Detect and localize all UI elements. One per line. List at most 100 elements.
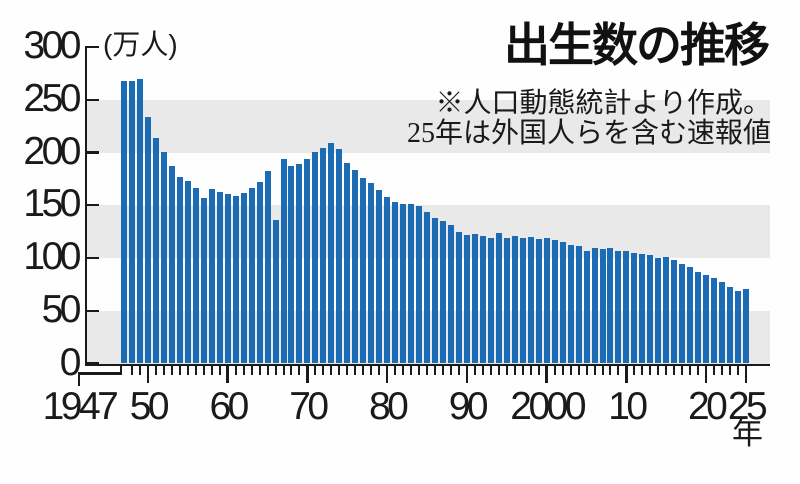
y-tick-label-100: 100 [23,234,81,278]
bar-1963 [248,188,255,364]
bar-1958 [208,189,215,364]
bar-2004 [575,246,582,364]
bar-1947 [121,80,127,364]
bar-1986 [432,217,439,364]
x-minor-tick-1974 [338,366,341,375]
x-minor-tick-1971 [314,366,317,375]
x-minor-tick-1977 [362,366,365,375]
x-minor-tick-1993 [489,366,492,375]
bar-1957 [200,198,207,364]
bar-1974 [336,149,343,364]
bar-1995 [503,238,510,364]
bar-2016 [671,260,678,364]
x-minor-tick-1975 [346,366,349,375]
x-minor-tick-1952 [162,366,165,375]
bar-1967 [280,159,287,364]
x-minor-tick-1991 [473,366,476,375]
bar-2015 [663,257,670,364]
x-minor-tick-1973 [330,366,333,375]
y-tick-100 [87,256,100,260]
x-major-tick-1980 [385,366,389,383]
x-major-tick-2020 [704,366,708,383]
bar-1991 [471,234,478,364]
x-minor-tick-2011 [633,366,636,375]
x-minor-tick-1967 [282,366,285,375]
bar-1979 [376,190,383,364]
bar-1978 [368,183,375,364]
bar-1982 [400,203,407,364]
x-minor-tick-1981 [394,366,397,375]
x-major-tick-1960 [226,366,229,383]
x-tick-label-25: 25 [727,385,768,428]
x-minor-tick-2021 [713,366,716,375]
x-minor-tick-2009 [617,366,620,375]
x-minor-tick-2017 [681,366,684,375]
bar-1996 [511,236,518,364]
y-tick-label-0: 0 [59,340,82,384]
x-major-tick-2000 [545,366,548,383]
y-axis-line [84,45,88,367]
x-tick-label-1947: 1947 [42,385,119,428]
bar-2020 [703,274,710,364]
x-minor-tick-1999 [537,366,540,375]
bar-2019 [695,272,702,364]
x-minor-tick-2001 [553,366,556,375]
x-minor-tick-2014 [657,366,660,375]
x-minor-tick-2003 [569,366,572,375]
x-minor-tick-1962 [242,366,245,375]
bar-2005 [583,251,590,364]
bar-1977 [360,178,367,364]
bar-1969 [296,164,303,364]
bar-2001 [551,239,558,364]
bar-2000 [543,237,550,364]
bar-1950 [144,116,151,364]
y-tick-150 [87,204,100,207]
x-minor-tick-1994 [497,366,500,375]
bar-1990 [463,234,470,364]
bar-1997 [519,237,526,364]
y-tick-0 [87,362,100,365]
x-minor-tick-2012 [641,366,644,375]
x-minor-tick-1989 [457,366,460,375]
bar-1960 [224,194,231,364]
x-tick-label-20: 20 [687,385,728,428]
bar-1970 [304,159,311,364]
bar-2022 [719,282,726,364]
x-axis-line [84,363,770,367]
bar-1959 [216,191,223,364]
x-minor-tick-1995 [505,366,508,375]
bar-1964 [256,182,263,364]
bar-1962 [240,192,247,364]
x-tick-label-90: 90 [448,385,489,428]
x-minor-tick-2019 [697,366,700,375]
bar-2017 [679,263,686,364]
bar-1949 [136,78,143,364]
bar-1956 [192,187,199,364]
y-tick-label-50: 50 [41,287,82,331]
x-minor-tick-1986 [434,366,437,375]
x-minor-tick-2006 [593,366,596,375]
x-minor-tick-1966 [274,366,277,375]
x-minor-tick-1998 [529,366,532,375]
x-tick-label-2000: 2000 [510,385,586,428]
bar-2006 [591,248,598,364]
x-minor-tick-2013 [649,366,652,375]
bar-2023 [727,286,734,364]
x-minor-tick-2023 [729,366,732,375]
x-minor-tick-1963 [250,366,253,375]
x-minor-tick-1957 [202,366,205,375]
y-tick-50 [87,309,100,312]
bar-1998 [527,236,534,364]
y-tick-label-200: 200 [23,129,81,173]
x-axis-unit-label: 年 [732,416,763,451]
bar-2013 [647,254,654,364]
x-minor-tick-2016 [673,366,676,375]
x-minor-tick-1997 [521,366,524,375]
x-tick-label-80: 80 [368,385,409,428]
bar-2010 [623,250,630,364]
plot-band [86,99,770,153]
y-tick-250 [87,98,100,101]
x-minor-tick-1985 [426,366,429,375]
x-minor-tick-2022 [721,366,724,375]
bar-2007 [599,248,606,364]
